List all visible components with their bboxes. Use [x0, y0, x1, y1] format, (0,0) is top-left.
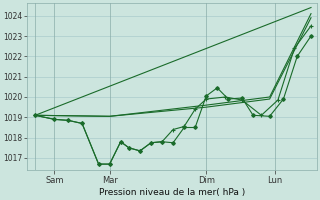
X-axis label: Pression niveau de la mer( hPa ): Pression niveau de la mer( hPa ) — [99, 188, 245, 197]
